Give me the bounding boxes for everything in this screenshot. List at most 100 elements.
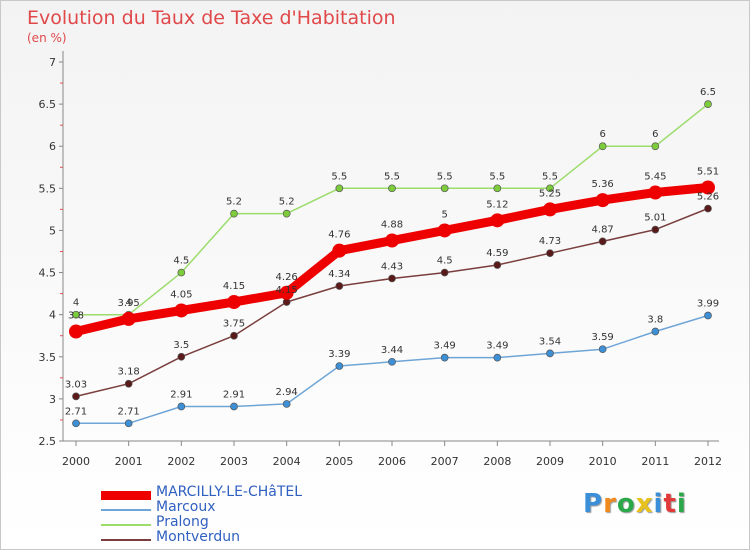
data-point-marcoux bbox=[440, 353, 449, 362]
data-label-marcilly-le-ch-tel: 4.05 bbox=[170, 289, 192, 300]
data-point-montverdun bbox=[72, 392, 80, 401]
y-tick-label: 3 bbox=[49, 393, 56, 406]
x-tick-label: 2008 bbox=[483, 455, 511, 468]
legend-label: Pralong bbox=[156, 514, 209, 530]
data-label-montverdun: 3.5 bbox=[173, 340, 189, 351]
data-point-marcoux bbox=[335, 362, 344, 370]
y-tick-label: 2.5 bbox=[39, 435, 57, 448]
y-tick-label: 5.5 bbox=[39, 182, 57, 195]
legend-label: Marcoux bbox=[156, 499, 216, 515]
logo-letter: r bbox=[603, 489, 617, 519]
data-point-marcilly-le-ch-tel bbox=[437, 223, 452, 238]
series-line-marcilly-le-ch-tel bbox=[71, 183, 713, 336]
series-layer bbox=[69, 100, 715, 428]
data-point-montverdun bbox=[177, 352, 186, 361]
data-point-montverdun bbox=[598, 237, 607, 246]
data-point-marcoux bbox=[388, 357, 396, 366]
data-label-pralong: 5.2 bbox=[279, 197, 295, 208]
data-point-montverdun bbox=[546, 249, 554, 258]
data-label-montverdun: 4.87 bbox=[592, 224, 614, 235]
data-point-marcilly-le-ch-tel bbox=[227, 295, 241, 310]
data-point-pralong bbox=[177, 268, 186, 277]
x-tick-label: 2009 bbox=[536, 455, 564, 468]
data-label-montverdun: 4.59 bbox=[486, 248, 508, 259]
x-tick-label: 2000 bbox=[62, 455, 90, 468]
logo-letter: i bbox=[653, 489, 664, 519]
data-label-marcoux: 2.91 bbox=[223, 389, 245, 400]
data-label-marcoux: 2.71 bbox=[118, 406, 140, 417]
logo-letter: x bbox=[635, 489, 654, 519]
logo-letter: t bbox=[663, 489, 677, 519]
legend-swatch bbox=[101, 538, 151, 541]
data-point-pralong bbox=[440, 184, 449, 193]
data-label-montverdun: 4.34 bbox=[328, 269, 350, 280]
data-point-marcilly-le-ch-tel bbox=[279, 285, 294, 300]
x-tick-label: 2002 bbox=[167, 455, 195, 468]
y-tick-label: 4 bbox=[49, 309, 56, 322]
legend-label: MARCILLY-LE-CHâTEL bbox=[156, 484, 303, 500]
x-tick-label: 2007 bbox=[431, 455, 459, 468]
y-tick-label: 5 bbox=[49, 224, 56, 237]
data-label-pralong: 5.5 bbox=[437, 171, 453, 182]
data-label-marcoux: 3.8 bbox=[647, 315, 663, 326]
data-point-marcilly-le-ch-tel bbox=[332, 243, 347, 258]
y-tick-label: 3.5 bbox=[39, 351, 57, 364]
chart-title: Evolution du Taux de Taxe d'Habitation bbox=[27, 7, 396, 29]
data-label-marcilly-le-ch-tel: 4.15 bbox=[223, 281, 245, 292]
data-point-montverdun bbox=[440, 268, 449, 277]
data-point-marcoux bbox=[651, 327, 660, 336]
data-label-montverdun: 3.18 bbox=[118, 367, 140, 378]
data-label-marcilly-le-ch-tel: 5.12 bbox=[486, 199, 508, 210]
data-label-marcilly-le-ch-tel: 3.95 bbox=[118, 298, 140, 309]
data-label-marcoux: 2.94 bbox=[276, 387, 298, 398]
data-point-pralong bbox=[493, 184, 502, 193]
x-tick-label: 2012 bbox=[694, 455, 722, 468]
data-point-montverdun bbox=[230, 331, 238, 340]
data-label-pralong: 4 bbox=[125, 298, 131, 309]
data-label-montverdun: 3.75 bbox=[223, 319, 245, 330]
data-point-pralong bbox=[335, 184, 344, 193]
data-label-montverdun: 3.03 bbox=[65, 379, 87, 390]
data-point-marcilly-le-ch-tel bbox=[701, 180, 715, 195]
data-label-marcilly-le-ch-tel: 4.76 bbox=[328, 230, 350, 241]
data-label-montverdun: 4.5 bbox=[437, 256, 453, 267]
data-point-marcilly-le-ch-tel bbox=[174, 303, 189, 318]
x-tick-label: 2011 bbox=[641, 455, 669, 468]
data-label-pralong: 4.5 bbox=[173, 256, 189, 267]
data-label-montverdun: 4.43 bbox=[381, 261, 403, 272]
logo-letter: o bbox=[616, 489, 636, 519]
data-point-montverdun bbox=[493, 261, 502, 269]
data-point-pralong bbox=[72, 310, 80, 319]
data-point-pralong bbox=[598, 142, 607, 151]
y-tick-label: 4.5 bbox=[39, 267, 57, 280]
x-tick-label: 2006 bbox=[378, 455, 406, 468]
data-point-marcilly-le-ch-tel bbox=[543, 202, 557, 217]
legend-label: Montverdun bbox=[156, 529, 241, 545]
data-point-marcoux bbox=[124, 419, 133, 428]
data-label-pralong: 5.2 bbox=[226, 197, 242, 208]
data-label-marcilly-le-ch-tel: 5.45 bbox=[644, 172, 666, 183]
data-label-montverdun: 4.73 bbox=[539, 236, 561, 247]
data-label-pralong: 6.5 bbox=[700, 87, 716, 98]
data-point-pralong bbox=[282, 209, 291, 218]
data-point-pralong bbox=[546, 184, 554, 193]
data-point-montverdun bbox=[388, 274, 396, 283]
data-point-montverdun bbox=[704, 204, 712, 213]
data-point-marcilly-le-ch-tel bbox=[648, 185, 663, 200]
data-point-marcoux bbox=[493, 353, 502, 362]
data-point-marcoux bbox=[72, 419, 80, 428]
data-point-marcilly-le-ch-tel bbox=[385, 233, 399, 248]
data-point-marcoux bbox=[177, 402, 186, 411]
y-tick-label: 6.5 bbox=[39, 98, 57, 111]
data-label-marcoux: 3.49 bbox=[486, 341, 508, 352]
y-tick-label: 7 bbox=[49, 56, 56, 69]
data-label-pralong: 5.5 bbox=[542, 171, 558, 182]
data-point-marcoux bbox=[704, 311, 712, 320]
legend-swatch bbox=[101, 508, 151, 511]
data-label-marcilly-le-ch-tel: 5.36 bbox=[592, 179, 614, 190]
data-labels: 4 4 4.5 5.2 5.2 5.5 5.5 5.5 5.5 5.5 6 6 6.5 2.71 2.71 2… bbox=[65, 87, 719, 417]
data-label-montverdun: 4.15 bbox=[276, 285, 298, 296]
